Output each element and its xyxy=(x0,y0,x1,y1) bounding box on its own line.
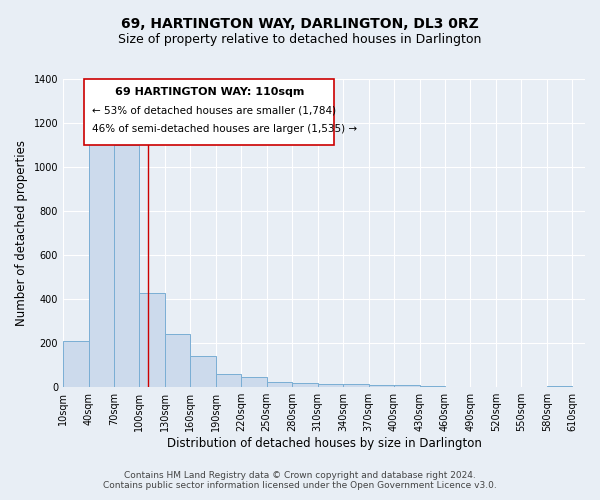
Bar xyxy=(394,385,419,387)
Bar xyxy=(216,374,241,387)
Bar xyxy=(89,140,114,387)
Bar xyxy=(63,341,89,387)
Text: 69 HARTINGTON WAY: 110sqm: 69 HARTINGTON WAY: 110sqm xyxy=(115,86,304,97)
Bar xyxy=(114,145,139,387)
Bar xyxy=(241,378,267,387)
Text: Size of property relative to detached houses in Darlington: Size of property relative to detached ho… xyxy=(118,32,482,46)
Bar xyxy=(165,334,190,387)
Bar xyxy=(419,386,445,387)
Bar xyxy=(317,384,343,387)
Bar xyxy=(292,383,317,387)
FancyBboxPatch shape xyxy=(84,79,334,146)
Bar xyxy=(190,356,216,387)
Y-axis label: Number of detached properties: Number of detached properties xyxy=(15,140,28,326)
Text: Contains HM Land Registry data © Crown copyright and database right 2024.: Contains HM Land Registry data © Crown c… xyxy=(124,471,476,480)
Text: Contains public sector information licensed under the Open Government Licence v3: Contains public sector information licen… xyxy=(103,481,497,490)
Bar xyxy=(368,385,394,387)
Text: ← 53% of detached houses are smaller (1,784): ← 53% of detached houses are smaller (1,… xyxy=(92,105,336,115)
Bar xyxy=(267,382,292,387)
Bar xyxy=(547,386,572,387)
Text: 46% of semi-detached houses are larger (1,535) →: 46% of semi-detached houses are larger (… xyxy=(92,124,357,134)
Text: 69, HARTINGTON WAY, DARLINGTON, DL3 0RZ: 69, HARTINGTON WAY, DARLINGTON, DL3 0RZ xyxy=(121,18,479,32)
X-axis label: Distribution of detached houses by size in Darlington: Distribution of detached houses by size … xyxy=(167,437,481,450)
Bar xyxy=(343,384,368,387)
Bar xyxy=(139,292,165,387)
